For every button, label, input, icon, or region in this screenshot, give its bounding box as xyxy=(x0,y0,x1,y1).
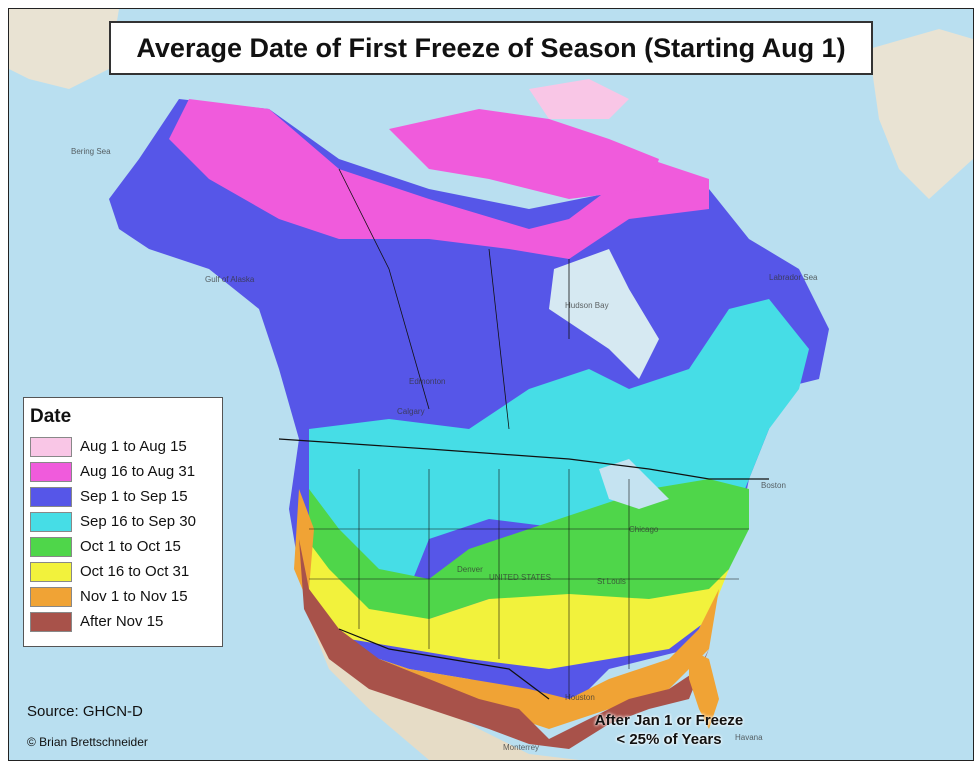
legend-item: Oct 1 to Oct 15 xyxy=(30,534,214,559)
legend-swatch xyxy=(30,436,72,457)
legend-label: Aug 1 to Aug 15 xyxy=(80,438,187,455)
legend-item: Nov 1 to Nov 15 xyxy=(30,584,214,609)
legend-item: Sep 1 to Sep 15 xyxy=(30,484,214,509)
note-line-1: After Jan 1 or Freeze xyxy=(594,712,744,729)
legend-label: Sep 1 to Sep 15 xyxy=(80,488,188,505)
region-oct1-15 xyxy=(309,479,749,619)
legend-swatch xyxy=(30,586,72,607)
legend: Date Aug 1 to Aug 15 Aug 16 to Aug 31 Se… xyxy=(23,397,223,647)
greenland xyxy=(869,29,973,199)
place-st-louis: St Louis xyxy=(597,577,626,586)
freeze-map xyxy=(9,9,973,760)
region-oct16-31 xyxy=(299,529,729,669)
legend-swatch xyxy=(30,461,72,482)
region-aug1-15 xyxy=(529,79,629,119)
legend-swatch xyxy=(30,486,72,507)
legend-swatch xyxy=(30,511,72,532)
legend-label: Sep 16 to Sep 30 xyxy=(80,513,196,530)
legend-title: Date xyxy=(30,406,72,427)
legend-swatch xyxy=(30,561,72,582)
region-aug16-31 xyxy=(169,99,709,259)
legend-item: After Nov 15 xyxy=(30,609,214,634)
place-labrador-sea: Labrador Sea xyxy=(769,273,818,282)
place-bering-sea: Bering Sea xyxy=(71,147,111,156)
region-after-nov15 xyxy=(299,539,709,749)
legend-item: Aug 1 to Aug 15 xyxy=(30,434,214,459)
legend-item: Oct 16 to Oct 31 xyxy=(30,559,214,584)
place-havana: Havana xyxy=(735,733,763,742)
great-lakes xyxy=(599,459,669,509)
place-monterrey: Monterrey xyxy=(503,743,540,752)
florida xyxy=(689,649,719,729)
note-line-2: < 25% of Years xyxy=(616,731,722,748)
state-borders xyxy=(309,469,749,699)
siberia xyxy=(9,9,119,89)
legend-item: Aug 16 to Aug 31 xyxy=(30,459,214,484)
place-united-states: UNITED STATES xyxy=(489,573,551,582)
place-calgary: Calgary xyxy=(397,407,425,416)
arctic-islands xyxy=(389,109,659,199)
legend-label: Oct 16 to Oct 31 xyxy=(80,563,190,580)
map-frame: Hudson Bay Edmonton Calgary Chicago Bost… xyxy=(8,8,974,761)
province-borders xyxy=(338,168,570,430)
legend-swatch xyxy=(30,611,72,632)
legend-label: Nov 1 to Nov 15 xyxy=(80,588,188,605)
us-canada-border xyxy=(278,438,769,480)
hudson-bay xyxy=(549,249,659,379)
place-chicago: Chicago xyxy=(629,525,659,534)
us-mexico-border xyxy=(338,628,550,700)
source-text: Source: GHCN-D xyxy=(27,703,143,720)
legend-label: After Nov 15 xyxy=(80,613,164,630)
title-box: Average Date of First Freeze of Season (… xyxy=(109,21,873,75)
legend-label: Oct 1 to Oct 15 xyxy=(80,538,181,555)
legend-item: Sep 16 to Sep 30 xyxy=(30,509,214,534)
place-boston: Boston xyxy=(761,481,786,490)
note-text: After Jan 1 or Freeze < 25% of Years xyxy=(569,711,769,749)
legend-swatch xyxy=(30,536,72,557)
credit-text: © Brian Brettschneider xyxy=(27,735,148,749)
legend-label: Aug 16 to Aug 31 xyxy=(80,463,196,480)
place-denver: Denver xyxy=(457,565,483,574)
map-title: Average Date of First Freeze of Season (… xyxy=(136,32,846,63)
place-hudson-bay: Hudson Bay xyxy=(565,301,609,310)
place-edmonton: Edmonton xyxy=(409,377,446,386)
place-gulf-of-alaska: Gulf of Alaska xyxy=(205,275,255,284)
place-houston: Houston xyxy=(565,693,595,702)
